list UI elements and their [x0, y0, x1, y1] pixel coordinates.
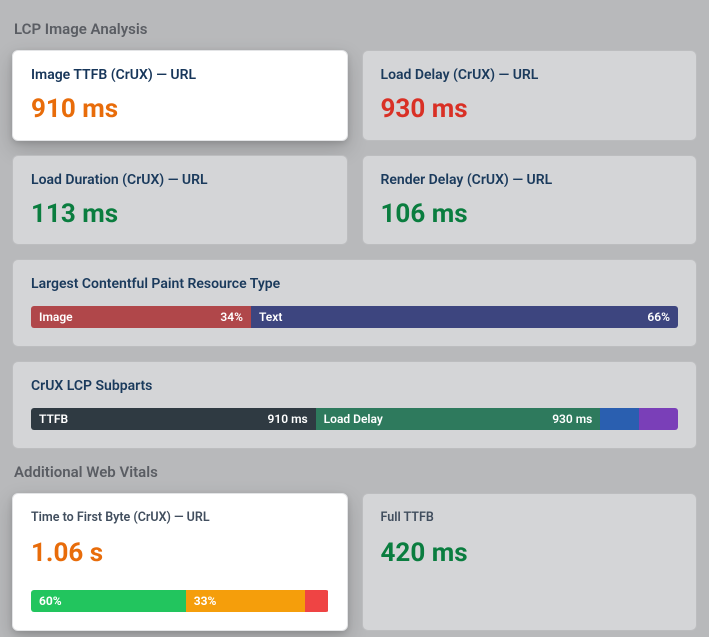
segment-value: 930 ms	[546, 412, 592, 426]
card-title: Load Duration (CrUX) — URL	[31, 172, 329, 188]
distribution-segment: 33%	[186, 590, 305, 612]
segment-value: 34%	[214, 310, 243, 324]
distribution-bar: 60%33%	[31, 590, 329, 612]
card-load-delay[interactable]: Load Delay (CrUX) — URL 930 ms	[362, 50, 698, 141]
distribution-segment	[305, 590, 329, 612]
card-resource-type: Largest Contentful Paint Resource Type I…	[12, 259, 697, 347]
card-title: Image TTFB (CrUX) — URL	[31, 67, 329, 83]
card-load-duration[interactable]: Load Duration (CrUX) — URL 113 ms	[12, 155, 348, 246]
card-subparts: CrUX LCP Subparts TTFB 910 ms Load Delay 93…	[12, 361, 697, 449]
card-vitals-ttfb[interactable]: Time to First Byte (CrUX) — URL 1.06 s 6…	[12, 493, 348, 631]
card-render-delay[interactable]: Render Delay (CrUX) — URL 106 ms	[362, 155, 698, 246]
card-image-ttfb[interactable]: Image TTFB (CrUX) — URL 910 ms	[12, 50, 348, 141]
card-title: Render Delay (CrUX) — URL	[381, 172, 679, 188]
segment-label: Image	[39, 310, 73, 324]
segment-label: TTFB	[39, 412, 68, 426]
section-title-lcp: LCP Image Analysis	[14, 20, 697, 38]
segment-label: Load Delay	[324, 412, 383, 426]
segment-value: 66%	[641, 310, 670, 324]
card-full-ttfb[interactable]: Full TTFB 420 ms	[362, 493, 698, 631]
subparts-bar: TTFB 910 ms Load Delay 930 ms	[31, 408, 678, 430]
card-title: CrUX LCP Subparts	[31, 378, 678, 394]
metric-value: 420 ms	[381, 539, 679, 568]
metric-value: 930 ms	[381, 95, 679, 124]
subparts-segment: TTFB 910 ms	[31, 408, 316, 430]
metric-value: 106 ms	[381, 200, 679, 229]
segment-value: 910 ms	[262, 412, 308, 426]
card-title: Load Delay (CrUX) — URL	[381, 67, 679, 83]
resource-type-segment: Image 34%	[31, 306, 251, 328]
resource-type-segment: Text 66%	[251, 306, 678, 328]
card-title: Full TTFB	[381, 510, 679, 525]
section-title-vitals: Additional Web Vitals	[14, 463, 697, 481]
resource-type-bar: Image 34% Text 66%	[31, 306, 678, 328]
card-title: Time to First Byte (CrUX) — URL	[31, 510, 329, 525]
metric-value: 113 ms	[31, 200, 329, 229]
subparts-segment	[600, 408, 639, 430]
segment-label: Text	[259, 310, 282, 324]
subparts-segment: Load Delay 930 ms	[316, 408, 601, 430]
subparts-segment	[639, 408, 678, 430]
distribution-segment: 60%	[31, 590, 186, 612]
card-title: Largest Contentful Paint Resource Type	[31, 276, 678, 292]
metric-value: 1.06 s	[31, 539, 329, 568]
metric-value: 910 ms	[31, 95, 329, 124]
